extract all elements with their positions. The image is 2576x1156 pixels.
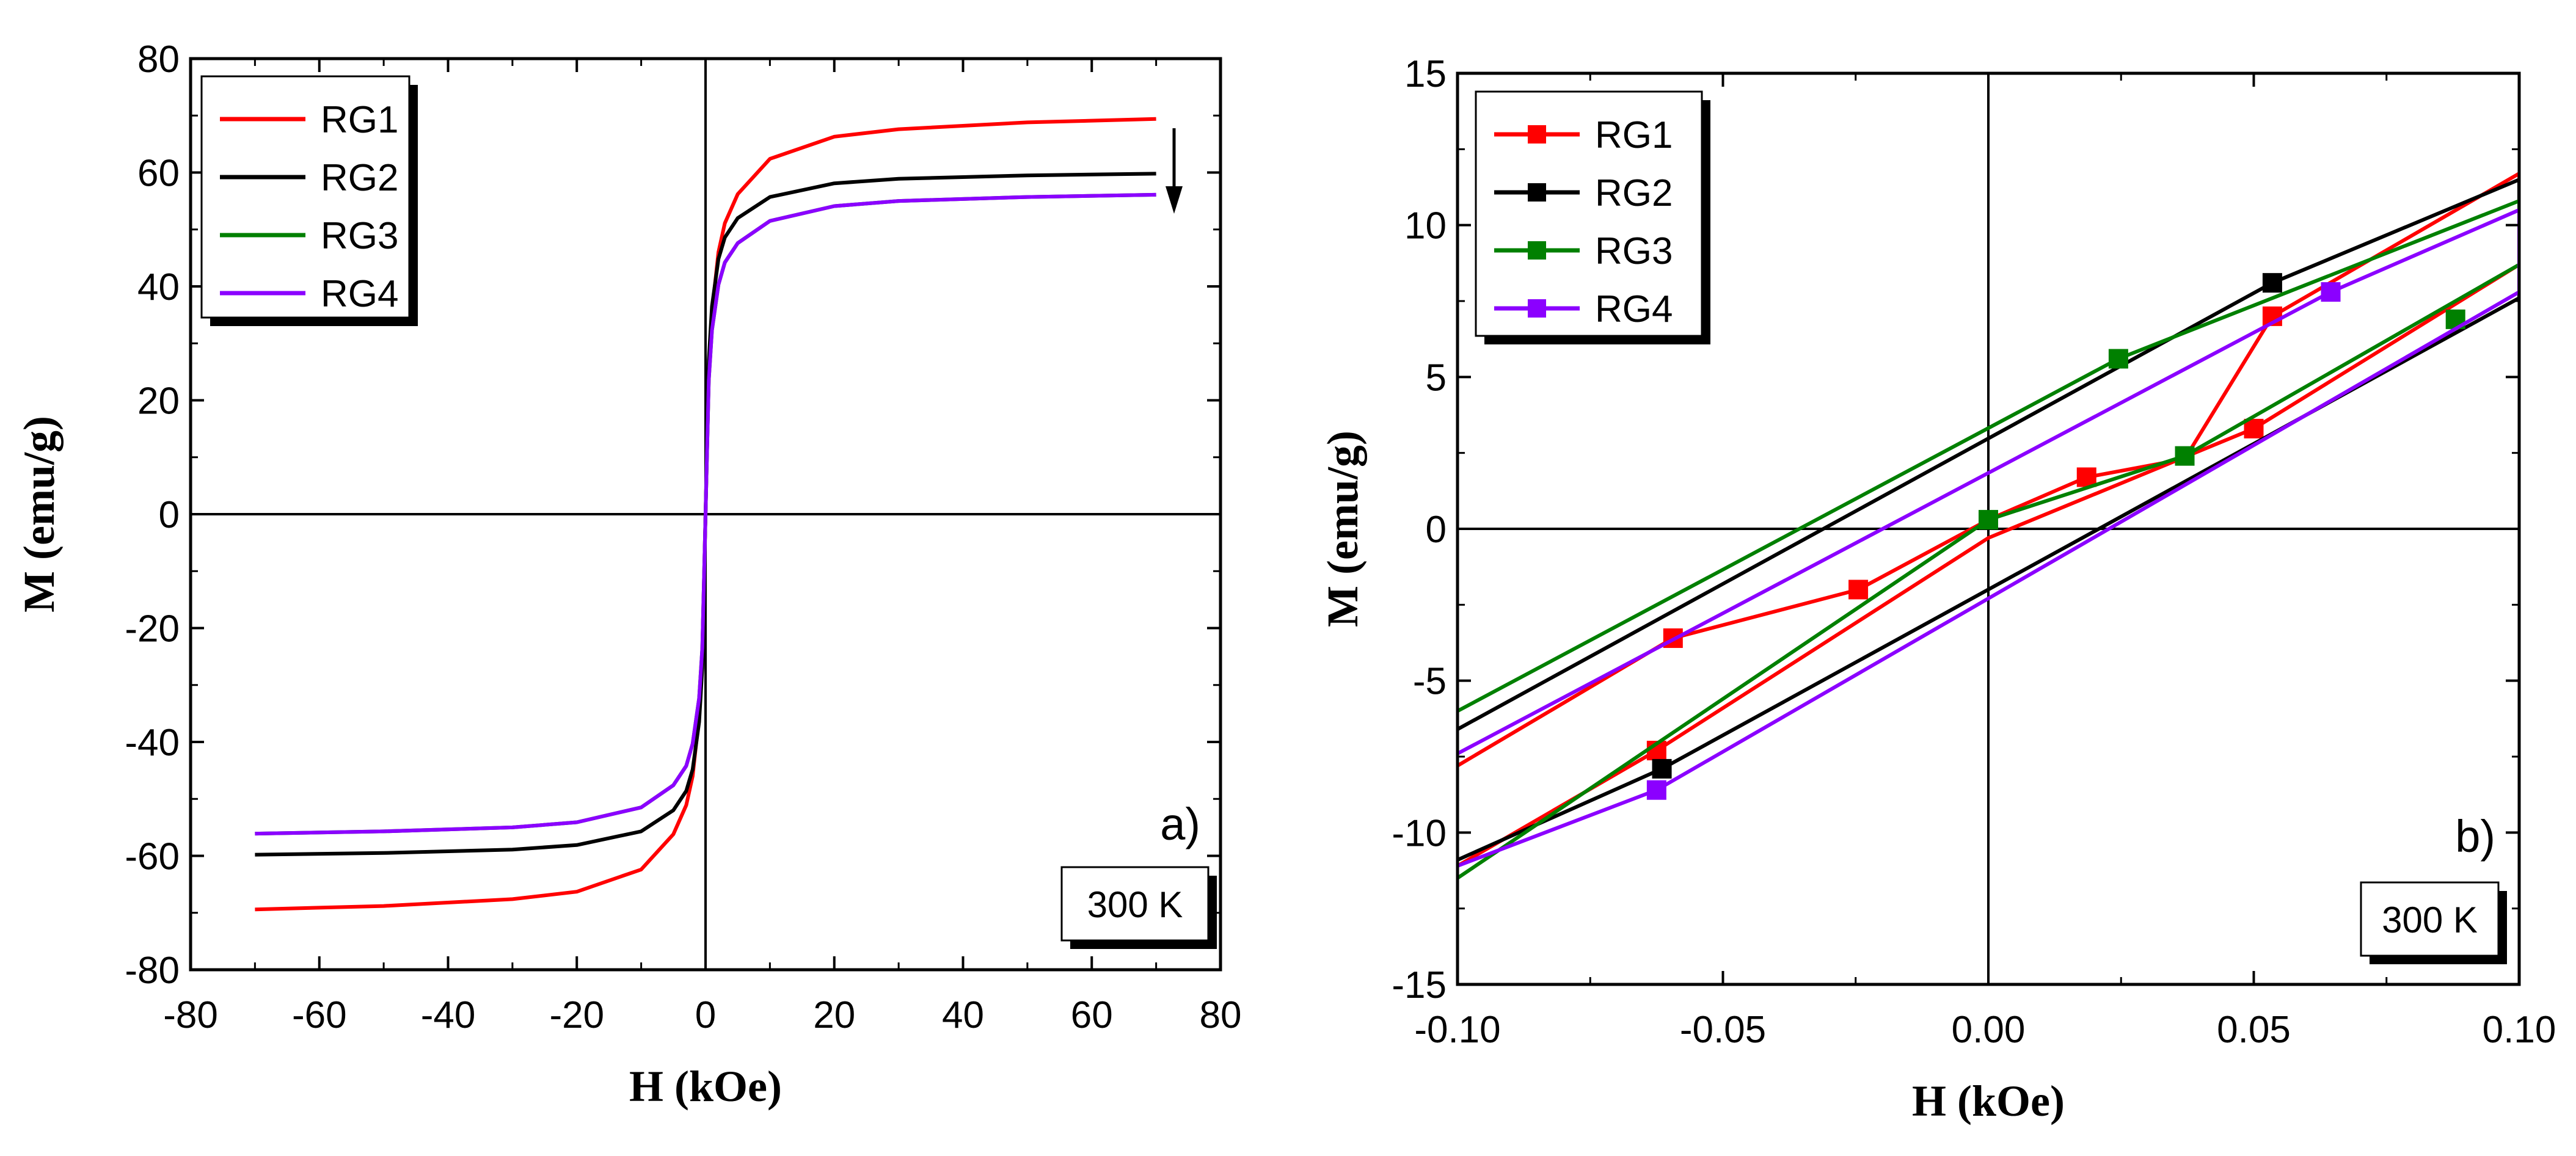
legend: RG1 RG2 RG3 RG4 bbox=[1475, 90, 1710, 344]
legend-label: RG4 bbox=[1595, 288, 1673, 330]
legend-marker-rg2 bbox=[1528, 183, 1546, 202]
chart-a: -80 -60 -40 -20 0 20 40 60 80 -80 -60 -40 -20 0 20 40 60… bbox=[15, 38, 1241, 1111]
y-tick-label: -10 bbox=[1392, 812, 1447, 854]
x-tick-label: 0.10 bbox=[2483, 1009, 2556, 1051]
series-marker-rg2 bbox=[1652, 758, 1672, 779]
legend-label: RG2 bbox=[1595, 172, 1673, 214]
series-line-rg4 bbox=[255, 192, 1156, 836]
y-tick-label: 15 bbox=[1404, 53, 1447, 95]
series-marker-rg1 bbox=[2076, 467, 2096, 487]
x-tick-label: -0.05 bbox=[1680, 1009, 1766, 1051]
legend-box bbox=[200, 75, 410, 319]
y-axis-title: M (emu/g) bbox=[1318, 431, 1367, 627]
x-tick-label: -40 bbox=[421, 994, 476, 1036]
legend-label: RG3 bbox=[321, 215, 398, 257]
y-tick-label: 0 bbox=[1426, 509, 1447, 551]
y-tick-label: 60 bbox=[137, 153, 180, 195]
x-tick-label: 40 bbox=[942, 994, 984, 1036]
x-tick-label: -0.10 bbox=[1414, 1009, 1500, 1051]
plot-area bbox=[1458, 172, 2519, 880]
x-tick-label: 0 bbox=[695, 994, 716, 1036]
x-axis-title: H (kOe) bbox=[1912, 1077, 2065, 1125]
y-tick-label: -15 bbox=[1392, 964, 1447, 1006]
series-marker-rg2 bbox=[2262, 273, 2282, 293]
panel-label: b) bbox=[2455, 811, 2495, 862]
legend-marker-rg4 bbox=[1528, 299, 1546, 318]
legend-label: RG3 bbox=[1595, 230, 1673, 272]
x-tick-label: -60 bbox=[292, 994, 347, 1036]
legend-label: RG2 bbox=[321, 157, 398, 199]
x-tick-label: 80 bbox=[1200, 994, 1242, 1036]
y-tick-label: 0 bbox=[159, 494, 180, 536]
x-tick-label: 20 bbox=[813, 994, 855, 1036]
legend-label: RG1 bbox=[1595, 114, 1673, 156]
temperature-box bbox=[1060, 866, 1210, 942]
series-marker-rg3 bbox=[2175, 446, 2195, 466]
panel-label: a) bbox=[1160, 799, 1200, 849]
legend-marker-rg3 bbox=[1528, 241, 1546, 260]
x-tick-label: 60 bbox=[1071, 994, 1113, 1036]
y-tick-label: -80 bbox=[125, 950, 180, 992]
x-tick-label: -80 bbox=[163, 994, 218, 1036]
temperature-label: 300 K bbox=[1087, 884, 1183, 925]
plot-area bbox=[255, 117, 1156, 912]
x-tick-label: 0.05 bbox=[2217, 1009, 2291, 1051]
legend: RG1 RG2 RG3 RG4 bbox=[200, 75, 418, 326]
y-tick-label: -40 bbox=[125, 722, 180, 764]
x-tick-label: -20 bbox=[549, 994, 604, 1036]
series-line-rg2 bbox=[1458, 178, 2519, 862]
series-marker-rg1 bbox=[1848, 580, 1869, 600]
y-tick-label: 20 bbox=[137, 380, 180, 423]
legend-label: RG4 bbox=[321, 273, 398, 315]
y-tick-label: 5 bbox=[1426, 357, 1447, 399]
y-tick-label: 40 bbox=[137, 266, 180, 308]
y-tick-label: -60 bbox=[125, 836, 180, 878]
y-tick-label: 10 bbox=[1404, 205, 1447, 247]
y-tick-label: 80 bbox=[137, 38, 180, 81]
y-tick-label: -5 bbox=[1413, 661, 1447, 703]
series-marker-rg3 bbox=[1979, 510, 1998, 530]
temperature-label: 300 K bbox=[2382, 900, 2478, 940]
series-marker-rg4 bbox=[1646, 780, 1666, 800]
x-tick-label: 0.00 bbox=[1952, 1009, 2026, 1051]
ms-trend-arrow-head bbox=[1166, 186, 1183, 214]
legend-marker-rg1 bbox=[1528, 125, 1546, 144]
series-marker-rg3 bbox=[2108, 349, 2128, 369]
y-tick-label: -20 bbox=[125, 608, 180, 650]
series-line-rg4 bbox=[1458, 208, 2519, 868]
x-axis-title: H (kOe) bbox=[629, 1062, 782, 1111]
series-marker-rg4 bbox=[2321, 282, 2341, 302]
chart-b: -0.10 -0.05 0.00 0.05 0.10 -15 -10 -5 0 5 10 15 H (k… bbox=[1318, 53, 2556, 1125]
legend-label: RG1 bbox=[321, 99, 398, 141]
temperature-box bbox=[2360, 881, 2500, 957]
y-axis-title: M (emu/g) bbox=[15, 416, 64, 613]
